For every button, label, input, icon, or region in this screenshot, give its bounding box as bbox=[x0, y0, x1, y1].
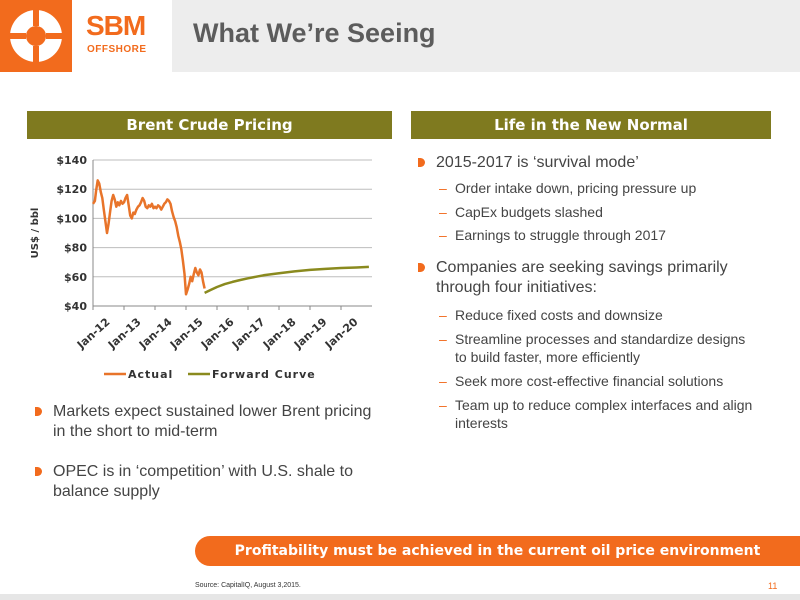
right-sub-bullet-text: Streamline processes and standardize des… bbox=[455, 331, 746, 365]
left-bullet-2: OPEC is in ‘competition’ with U.S. shale… bbox=[35, 462, 373, 502]
right-sub-bullet-text: Reduce fixed costs and downsize bbox=[455, 307, 663, 323]
dash-icon: – bbox=[439, 204, 447, 220]
legend-label: Actual bbox=[128, 368, 173, 381]
dash-icon: – bbox=[439, 331, 447, 347]
logo-mark bbox=[0, 0, 72, 72]
x-tick-label: Jan-18 bbox=[260, 315, 299, 352]
y-tick-label: $40 bbox=[64, 300, 87, 313]
x-tick-label: Jan-13 bbox=[105, 315, 144, 352]
right-sub-bullet-text: Earnings to struggle through 2017 bbox=[455, 227, 666, 243]
brent-chart: $40$60$80$100$120$140Jan-12Jan-13Jan-14J… bbox=[30, 154, 372, 381]
page-number: 11 bbox=[768, 581, 778, 591]
lifebuoy-icon bbox=[8, 8, 64, 64]
right-sub-bullet: – Order intake down, pricing pressure up bbox=[439, 179, 775, 197]
right-sub-bullet-text: Seek more cost-effective financial solut… bbox=[455, 373, 724, 389]
y-tick-label: $80 bbox=[64, 242, 87, 255]
section-title-new-normal: Life in the New Normal bbox=[411, 111, 771, 139]
series-line-forward-curve bbox=[204, 265, 369, 295]
series-line-actual bbox=[91, 179, 206, 296]
y-tick-label: $140 bbox=[56, 154, 87, 167]
legend-label: Forward Curve bbox=[212, 368, 316, 381]
right-sub-bullet: – Reduce fixed costs and downsize bbox=[439, 306, 775, 324]
y-tick-label: $60 bbox=[64, 271, 87, 284]
right-sub-bullet: – CapEx budgets slashed bbox=[439, 203, 775, 221]
x-tick-label: Jan-20 bbox=[322, 315, 361, 352]
page-title: What We’re Seeing bbox=[193, 18, 436, 48]
dash-icon: – bbox=[439, 373, 447, 389]
dash-icon: – bbox=[439, 227, 447, 243]
dash-icon: – bbox=[439, 180, 447, 196]
brand-area bbox=[72, 0, 172, 72]
x-tick-label: Jan-19 bbox=[291, 315, 330, 352]
source-note: Source: CapitalIQ, August 3,2015. bbox=[195, 582, 301, 589]
right-bullet-1: 2015-2017 is ‘survival mode’ bbox=[418, 153, 776, 173]
footer-band bbox=[0, 594, 800, 600]
x-tick-label: Jan-16 bbox=[198, 315, 237, 352]
right-sub-bullet-text: CapEx budgets slashed bbox=[455, 204, 603, 220]
dash-icon: – bbox=[439, 307, 447, 323]
x-tick-label: Jan-17 bbox=[229, 315, 268, 352]
conclusion-banner: Profitability must be achieved in the cu… bbox=[195, 536, 800, 566]
left-bullet-1: Markets expect sustained lower Brent pri… bbox=[35, 403, 372, 440]
x-tick-label: Jan-15 bbox=[167, 315, 206, 352]
right-sub-bullet: – Team up to reduce complex interfaces an… bbox=[439, 396, 765, 432]
y-axis-label: US$ / bbl bbox=[30, 208, 41, 259]
y-tick-label: $100 bbox=[56, 212, 87, 225]
right-sub-bullet-text: Team up to reduce complex interfaces and… bbox=[455, 397, 753, 431]
brand-subtitle: OFFSHORE bbox=[87, 44, 147, 55]
x-tick-label: Jan-14 bbox=[136, 315, 175, 352]
brand-name: SBM bbox=[86, 10, 146, 41]
right-sub-bullet: – Earnings to struggle through 2017 bbox=[439, 226, 775, 244]
right-bullet-2: Companies are seeking savings primarily … bbox=[418, 258, 771, 298]
y-tick-label: $120 bbox=[56, 183, 87, 196]
right-sub-bullet: – Streamline processes and standardize de… bbox=[439, 330, 755, 366]
section-title-brent: Brent Crude Pricing bbox=[27, 111, 392, 139]
right-sub-bullet: – Seek more cost-effective financial solu… bbox=[439, 372, 775, 390]
right-sub-bullet-text: Order intake down, pricing pressure up bbox=[455, 180, 697, 196]
x-tick-label: Jan-12 bbox=[74, 315, 113, 352]
dash-icon: – bbox=[439, 397, 447, 413]
